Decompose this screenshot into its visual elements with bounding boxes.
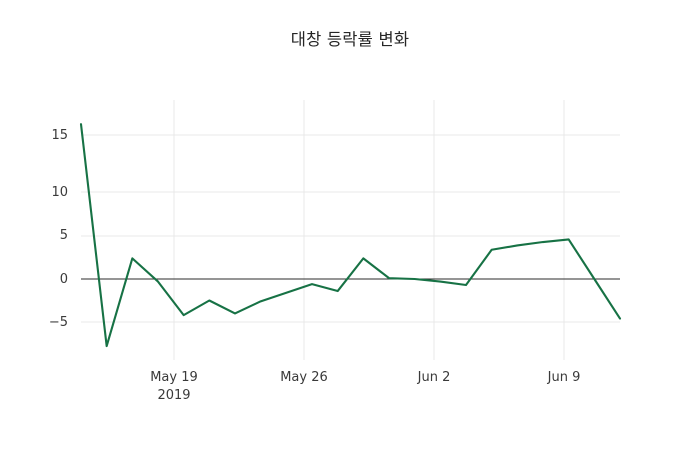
- y-axis-tick-label: 5: [59, 228, 68, 243]
- chart-title: 대창 등락률 변화: [290, 30, 410, 49]
- x-axis-tick-label: Jun 2: [374, 370, 494, 385]
- x-axis-tick-label: May 19 2019: [114, 370, 234, 403]
- y-axis-tick-label: 15: [51, 128, 68, 143]
- x-axis-tick-label-text: Jun 9: [547, 370, 581, 385]
- vertical-gridlines: [173, 100, 565, 360]
- data-series-line: [79, 123, 622, 348]
- x-axis-tick-label: May 26: [244, 370, 364, 385]
- x-axis-tick-label-text: May 19: [150, 370, 198, 385]
- x-axis-tick-label: Jun 9: [504, 370, 624, 385]
- y-axis-tick-label: −5: [48, 315, 68, 330]
- x-axis-tick-label-text: May 26: [280, 370, 328, 385]
- x-axis-tick-label-text: Jun 2: [417, 370, 451, 385]
- y-axis-tick-label: 0: [59, 272, 68, 287]
- horizontal-gridlines: [81, 134, 620, 323]
- y-axis-tick-label: 10: [51, 185, 68, 200]
- x-axis-tick-sublabel-year: 2019: [157, 388, 191, 403]
